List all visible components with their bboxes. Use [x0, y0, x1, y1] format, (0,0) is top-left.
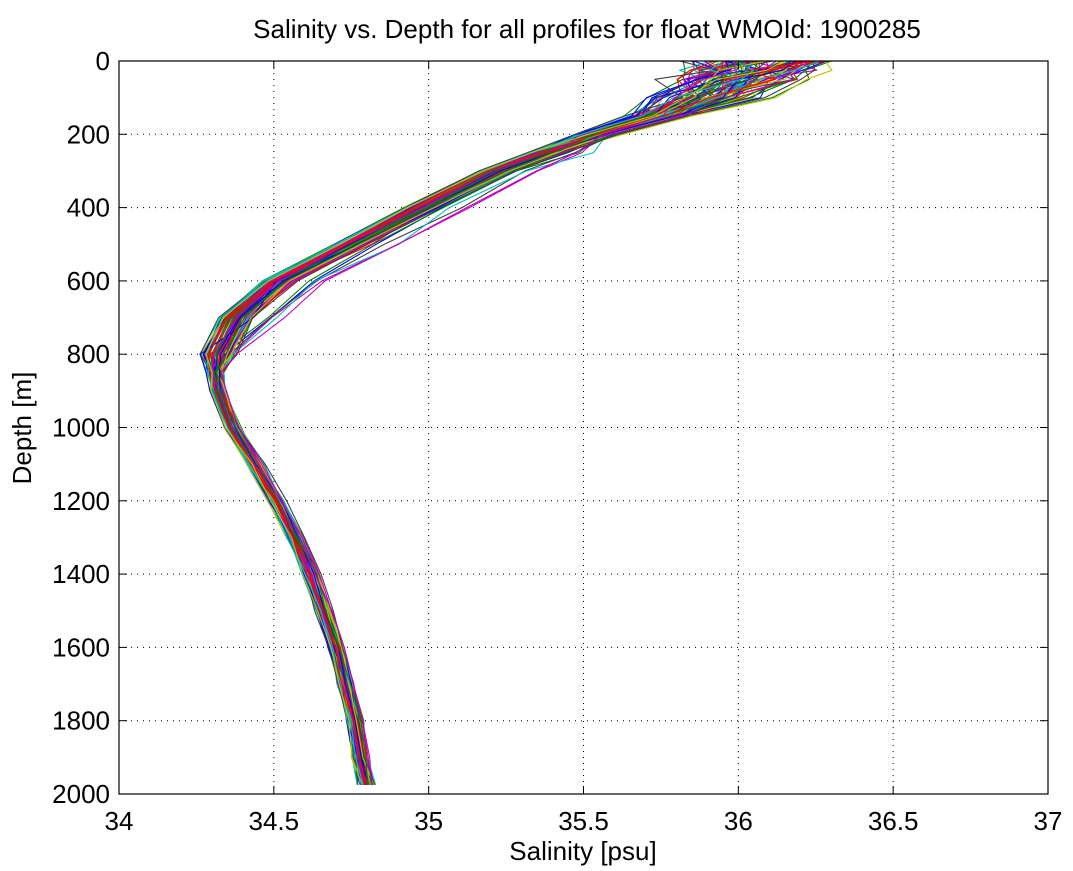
profile-line [206, 60, 820, 785]
profile-line [205, 60, 784, 785]
y-axis-label: Depth [m] [7, 372, 37, 485]
y-tick-label: 1800 [52, 706, 110, 736]
y-tick-label: 600 [67, 266, 110, 296]
x-tick-label: 36.5 [868, 806, 919, 836]
x-tick-label: 34 [105, 806, 134, 836]
x-tick-label: 36 [724, 806, 753, 836]
y-tick-label: 400 [67, 193, 110, 223]
y-tick-label: 200 [67, 119, 110, 149]
y-tick-label: 1400 [52, 559, 110, 589]
x-tick-label: 35.5 [558, 806, 609, 836]
profile-line [220, 60, 736, 785]
x-tick-label: 34.5 [249, 806, 300, 836]
x-axis-label: Salinity [psu] [509, 836, 656, 866]
profile-line [199, 60, 730, 785]
y-tick-label: 0 [96, 46, 110, 76]
axis-ticks [118, 60, 1049, 795]
chart-title: Salinity vs. Depth for all profiles for … [253, 14, 921, 44]
profile-line [199, 60, 717, 785]
x-tick-label: 35 [414, 806, 443, 836]
y-axis-tick-labels: 0 200 400 600 800 1000 1200 1400 1600 1800 2000 [52, 46, 110, 809]
y-tick-label: 1200 [52, 486, 110, 516]
x-tick-label: 37 [1034, 806, 1063, 836]
profile-lines [199, 60, 833, 786]
x-axis-tick-labels: 34 34.5 35 35.5 36 36.5 37 [105, 806, 1063, 836]
y-tick-label: 1600 [52, 632, 110, 662]
plot-area [118, 60, 1049, 795]
y-tick-label: 1000 [52, 413, 110, 443]
y-tick-label: 800 [67, 339, 110, 369]
grid [119, 61, 1048, 794]
y-tick-label: 2000 [52, 779, 110, 809]
